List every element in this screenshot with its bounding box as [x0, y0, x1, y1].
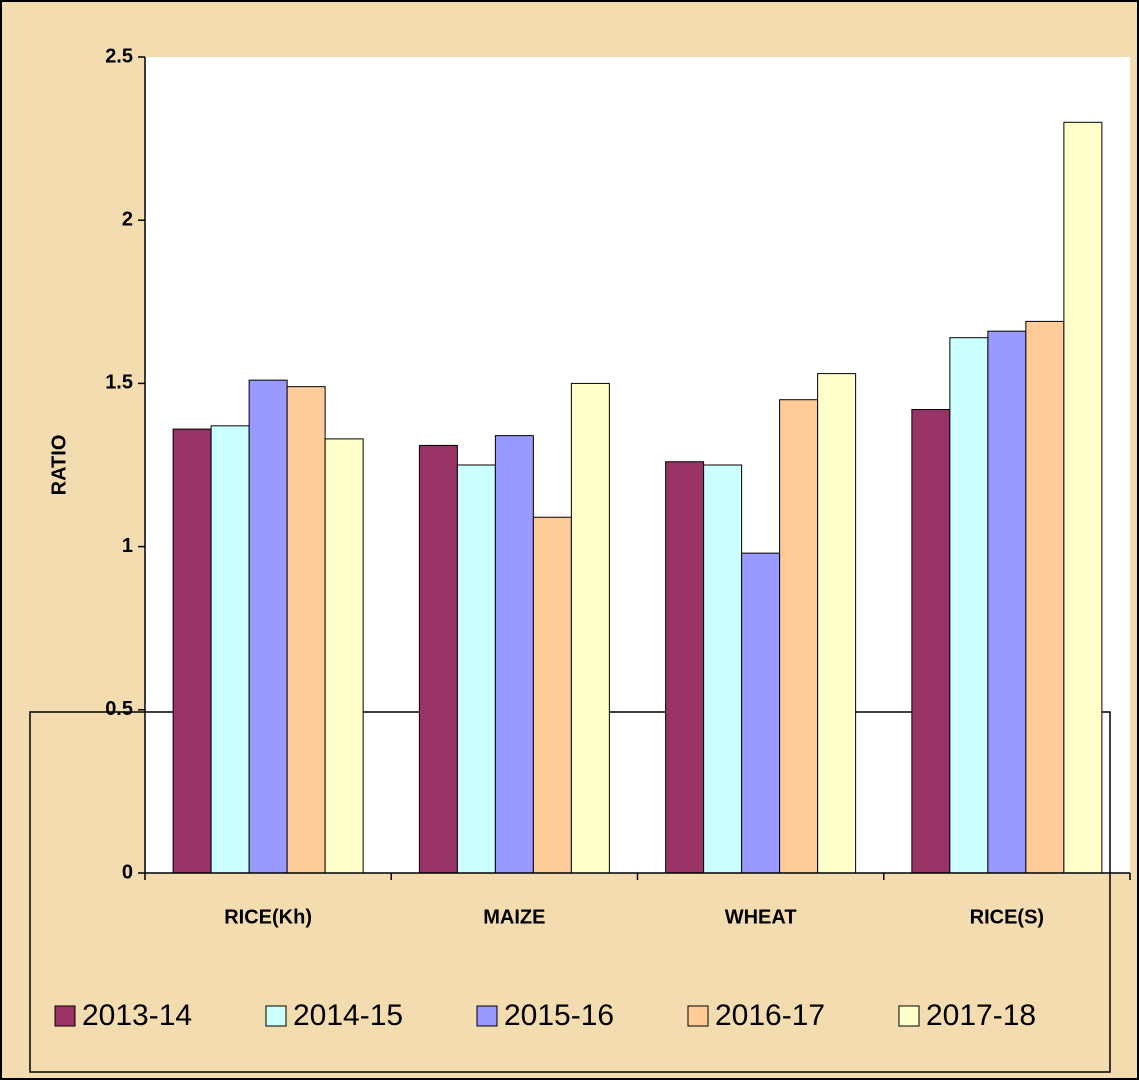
bar — [817, 373, 857, 874]
bar — [779, 399, 819, 874]
x-tick-label: MAIZE — [483, 906, 545, 928]
legend-label: 2015-16 — [504, 999, 614, 1032]
bar — [248, 379, 288, 874]
legend-swatch — [265, 1005, 287, 1027]
y-tick-label: 1.5 — [105, 372, 133, 394]
bar — [741, 552, 781, 874]
bar — [665, 461, 705, 874]
bar — [570, 382, 610, 874]
y-tick-label: 1 — [122, 535, 133, 557]
x-tick-label: WHEAT — [725, 906, 797, 928]
legend-label: 2013-14 — [82, 999, 192, 1032]
x-tick-label: RICE(Kh) — [224, 906, 312, 928]
y-tick-label: 2.5 — [105, 45, 133, 67]
bar — [418, 444, 458, 874]
x-tick-label: RICE(S) — [970, 906, 1044, 928]
bar — [456, 464, 496, 874]
bar — [911, 409, 951, 874]
legend-swatch — [54, 1005, 76, 1027]
bar — [286, 386, 326, 874]
legend-swatch — [476, 1005, 498, 1027]
bar — [1063, 121, 1103, 874]
bar — [210, 425, 250, 874]
legend-swatch — [898, 1005, 920, 1027]
bar — [703, 464, 743, 874]
bar — [949, 337, 989, 874]
bar — [987, 330, 1027, 874]
bar — [1025, 320, 1065, 874]
legend-label: 2017-18 — [926, 999, 1036, 1032]
bar — [172, 428, 212, 874]
bar — [532, 516, 572, 874]
y-tick-label: 2 — [122, 208, 133, 230]
bar — [494, 435, 534, 874]
legend-label: 2014-15 — [293, 999, 403, 1032]
bar — [324, 438, 364, 874]
legend-label: 2016-17 — [715, 999, 825, 1032]
y-tick-label: 0 — [122, 861, 133, 883]
y-axis-label: RATIO — [48, 435, 70, 496]
legend-swatch — [687, 1005, 709, 1027]
y-tick-label: 0.5 — [105, 698, 133, 720]
